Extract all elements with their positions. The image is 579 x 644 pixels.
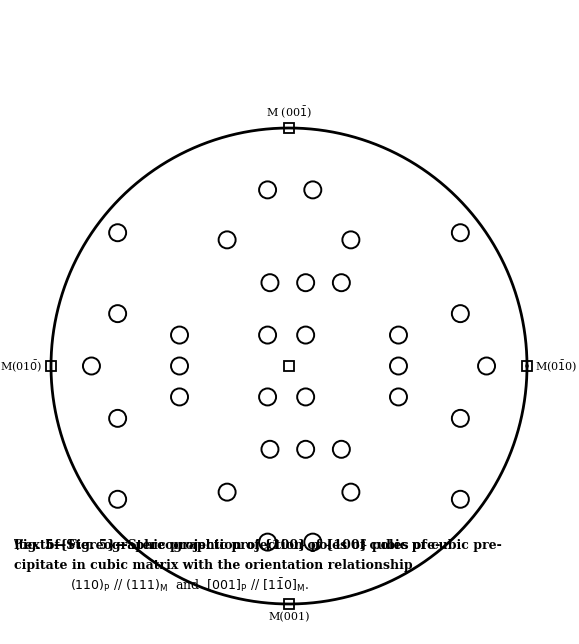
Bar — [284, 599, 294, 609]
Bar — [284, 361, 294, 371]
Text: M(0$\bar{1}$0): M(0$\bar{1}$0) — [535, 358, 577, 374]
Text: cipitate in cubic matrix with the orientation relationship: cipitate in cubic matrix with the orient… — [14, 559, 413, 572]
Bar — [284, 123, 294, 133]
Bar — [46, 361, 56, 371]
Text: Fig. 5—Stereographic projection of {100} poles of cubic pre-: Fig. 5—Stereographic projection of {100}… — [14, 539, 440, 552]
Text: M(01$\bar{0}$): M(01$\bar{0}$) — [1, 358, 43, 374]
Text: M(001): M(001) — [268, 612, 310, 622]
Text: M (00$\bar{1}$): M (00$\bar{1}$) — [266, 104, 312, 120]
Text: $(110)_{\rm P}$ // $(111)_{\rm M}$  and  $[001]_{\rm P}$ // $[1\bar{1}0]_{\rm M}: $(110)_{\rm P}$ // $(111)_{\rm M}$ and $… — [70, 576, 309, 594]
Text: \textbf{Fig. 5}—Stereographic projection of {100} poles of cubic pre-: \textbf{Fig. 5}—Stereographic projection… — [14, 539, 502, 552]
Bar — [522, 361, 532, 371]
